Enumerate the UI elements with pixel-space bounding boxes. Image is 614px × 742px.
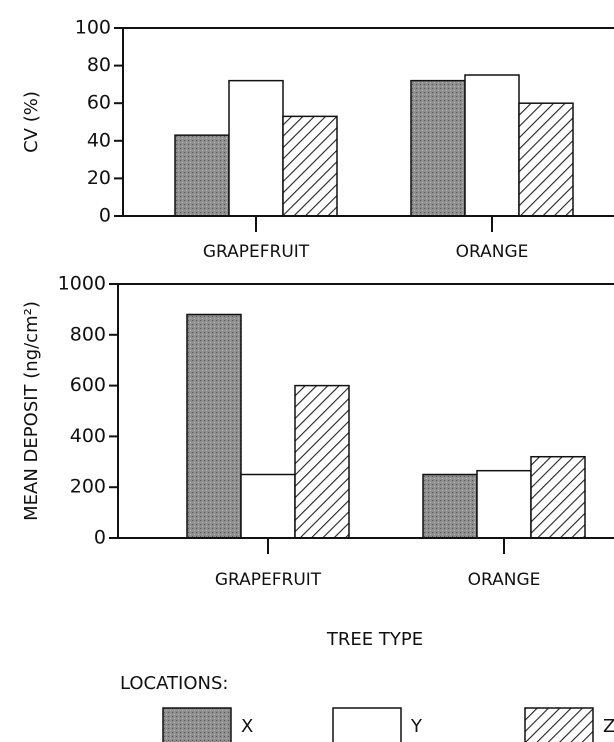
y-tick-label: 400	[70, 425, 106, 447]
y-tick-label: 0	[99, 205, 111, 227]
y-tick-label: 0	[94, 527, 106, 549]
bar	[228, 79, 284, 217]
x-tick-label: GRAPEFRUIT	[203, 242, 310, 262]
y-tick-label: 80	[87, 54, 111, 76]
y-tick-label: 20	[87, 167, 111, 189]
x-tick-label: GRAPEFRUIT	[215, 570, 322, 590]
bar	[422, 473, 478, 539]
plot-frame	[117, 283, 614, 539]
legend-swatch	[162, 707, 232, 742]
bar	[530, 455, 586, 539]
legend-swatch	[332, 707, 402, 742]
x-tick-label: ORANGE	[456, 242, 529, 262]
y-tick-label: 800	[70, 323, 106, 345]
x-axis-label: TREE TYPE	[326, 629, 423, 650]
plot-frame	[122, 27, 614, 217]
bar	[464, 74, 520, 217]
y-axis-label: MEAN DEPOSIT (ng/cm²)	[21, 301, 42, 521]
legend-label: Y	[410, 716, 423, 737]
bar	[410, 79, 466, 217]
y-tick-label: 100	[75, 17, 111, 39]
y-tick-label: 200	[70, 476, 106, 498]
legend-label: X	[241, 716, 253, 737]
y-tick-label: 40	[87, 129, 111, 151]
bar	[186, 313, 242, 539]
y-tick-label: 600	[70, 374, 106, 396]
bar	[518, 102, 574, 217]
bar	[174, 134, 230, 217]
legend-label: Z	[603, 716, 614, 737]
bar	[240, 473, 296, 539]
bar	[294, 384, 350, 539]
x-tick-label: ORANGE	[468, 570, 541, 590]
y-axis-label: CV (%)	[21, 91, 42, 153]
bar	[476, 469, 532, 539]
legend-title: LOCATIONS:	[120, 673, 228, 694]
y-tick-label: 1000	[58, 273, 106, 295]
legend-swatch	[524, 707, 594, 742]
y-tick-label: 60	[87, 92, 111, 114]
bar	[282, 115, 338, 217]
